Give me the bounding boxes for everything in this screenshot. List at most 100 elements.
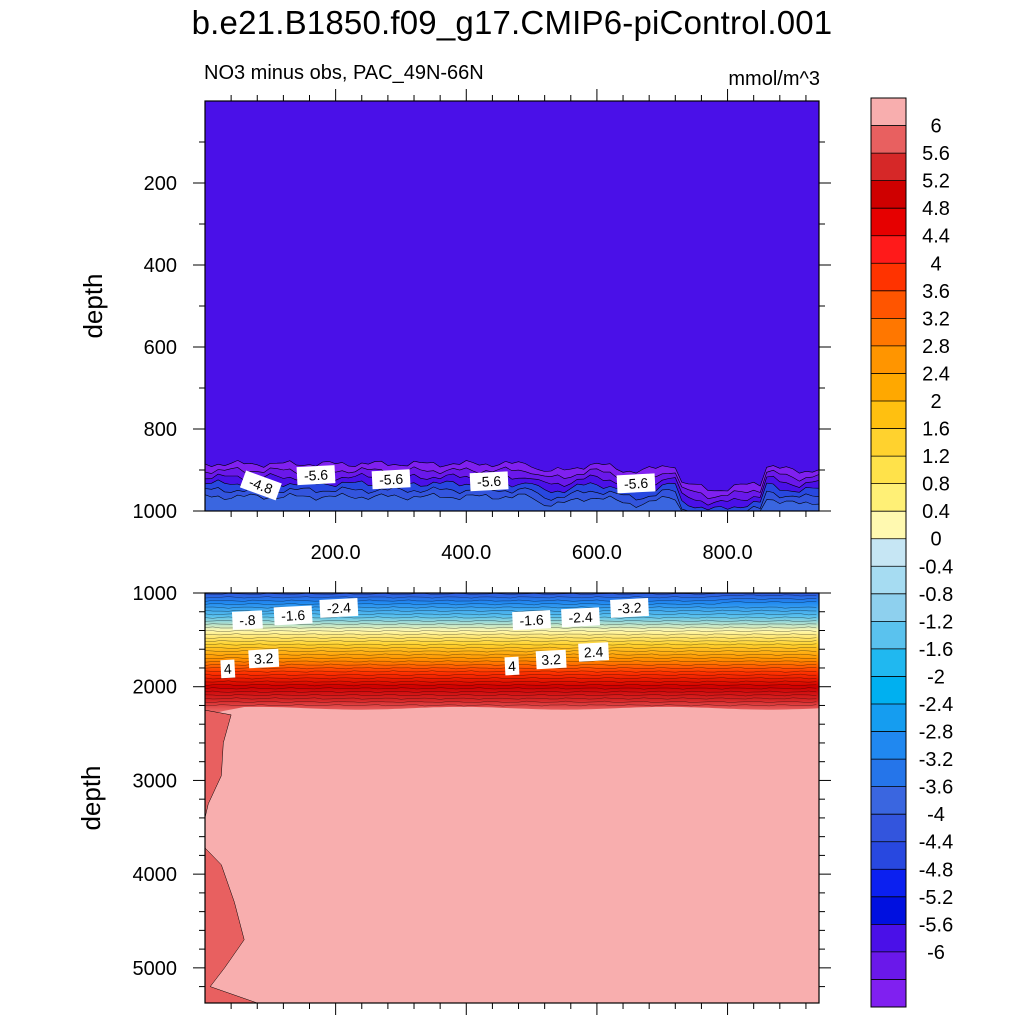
lower-contour-line <box>205 700 817 703</box>
colorbar-swatch <box>871 869 906 898</box>
lower-y-tick-label: 3000 <box>133 770 178 792</box>
colorbar-swatch <box>871 318 906 347</box>
colorbar-frame <box>870 97 907 1008</box>
lower-contour-line <box>205 623 817 626</box>
colorbar-swatch <box>871 979 906 1008</box>
svg-text:-5.6: -5.6 <box>304 467 329 484</box>
colorbar-label: 3.6 <box>922 281 950 303</box>
colorbar-label: -0.8 <box>919 584 953 606</box>
colorbar-label: 6 <box>930 116 941 138</box>
colorbar-swatch <box>871 235 906 264</box>
lower-contour-line <box>205 687 817 690</box>
colorbar-swatch <box>871 593 906 622</box>
colorbar-swatch <box>871 208 906 237</box>
colorbar-label: -2.4 <box>919 694 953 716</box>
lower-frame <box>204 592 820 1004</box>
upper-y-tick-label: 400 <box>144 255 177 277</box>
panel-subtitle-left: NO3 minus obs, PAC_49N-66N <box>204 62 484 84</box>
svg-text:-4.8: -4.8 <box>247 474 275 497</box>
colorbar-label: 5.6 <box>922 143 950 165</box>
svg-text:2.4: 2.4 <box>583 643 603 660</box>
contour-label: -4.8 <box>239 470 282 501</box>
upper-y-tick-label: 800 <box>144 419 177 441</box>
colorbar-label: -2 <box>927 666 945 688</box>
colorbar-label: 0.4 <box>922 501 950 523</box>
colorbar-label: -2.8 <box>919 722 953 744</box>
colorbar-swatch <box>871 511 906 540</box>
colorbar-swatch <box>871 786 906 815</box>
lower-contour-line <box>205 680 817 683</box>
colorbar-swatch <box>871 759 906 788</box>
svg-text:4: 4 <box>223 661 232 677</box>
upper-y-axis-title: depth <box>78 273 108 338</box>
lower-contour-line <box>205 690 817 693</box>
colorbar-label: 4.8 <box>922 198 950 220</box>
colorbar-label: -4 <box>927 804 945 826</box>
colorbar-swatch <box>871 731 906 760</box>
svg-text:-1.6: -1.6 <box>281 607 306 624</box>
lower-y-tick-label: 1000 <box>133 583 178 605</box>
colorbar-swatch <box>871 841 906 870</box>
figure-title: b.e21.B1850.f09_g17.CMIP6-piControl.001 <box>191 4 833 41</box>
upper-field-fill <box>205 101 819 511</box>
lower-contour-line <box>205 697 817 700</box>
lower-contour-line <box>205 704 817 707</box>
colorbar: 6 5.6 5.2 4.8 4.4 4 3.6 3.2 2.8 2.4 2 1.6 1.2 0.8 0.4 0… <box>870 97 953 1008</box>
contour-label: -1.6 <box>512 610 551 631</box>
contour-label: -5.6 <box>371 469 411 490</box>
colorbar-label: 4.4 <box>922 226 950 248</box>
lower-contour-line <box>205 633 817 636</box>
contour-label: 3.2 <box>248 648 280 669</box>
lower-contour-line <box>205 683 817 687</box>
colorbar-swatch <box>871 401 906 429</box>
contour-label: -.8 <box>231 610 263 630</box>
colorbar-swatch <box>871 263 906 292</box>
colorbar-label: -1.2 <box>919 611 953 633</box>
upper-x-tick-label: 800.0 <box>703 542 753 564</box>
lower-y-tick-label: 2000 <box>133 677 178 699</box>
svg-text:-5.6: -5.6 <box>477 473 502 490</box>
contour-label: -3.2 <box>610 597 649 618</box>
colorbar-swatch <box>871 125 906 154</box>
colorbar-swatch <box>871 428 906 457</box>
svg-text:-1.6: -1.6 <box>519 611 544 628</box>
colorbar-swatch <box>871 814 906 843</box>
colorbar-swatch <box>871 153 906 182</box>
upper-y-tick-label: 200 <box>144 173 177 195</box>
contour-label: -5.6 <box>469 471 509 492</box>
svg-text:-2.4: -2.4 <box>326 599 351 616</box>
colorbar-swatch <box>871 896 906 925</box>
colorbar-swatch <box>871 290 906 319</box>
colorbar-label: 3.2 <box>922 308 950 330</box>
lower-contour-line <box>205 643 817 646</box>
colorbar-label: 2.4 <box>922 363 950 385</box>
colorbar-swatch <box>871 483 906 512</box>
colorbar-label: -0.4 <box>919 556 953 578</box>
svg-text:-5.6: -5.6 <box>379 471 404 488</box>
contour-label: 2.4 <box>578 642 610 662</box>
lower-contour-line <box>205 626 817 629</box>
colorbar-label: -3.2 <box>919 749 953 771</box>
colorbar-label: 4 <box>930 253 941 275</box>
contour-label: -2.4 <box>561 607 600 628</box>
contour-label: 3.2 <box>535 649 567 670</box>
upper-x-tick-label: 600.0 <box>572 542 622 564</box>
contour-label: -2.4 <box>319 597 359 618</box>
colorbar-swatch <box>871 924 906 953</box>
lower-contour-line <box>205 629 817 633</box>
lower-contour-line <box>205 594 817 599</box>
colorbar-swatch <box>871 180 906 209</box>
colorbar-label: 2 <box>930 391 941 413</box>
colorbar-swatch <box>871 621 906 650</box>
colorbar-label: -1.6 <box>919 639 953 661</box>
colorbar-swatch <box>871 648 906 677</box>
lower-contour-line <box>205 601 817 606</box>
colorbar-swatch <box>871 345 906 374</box>
lower-side-band <box>205 709 232 818</box>
colorbar-label: 2.8 <box>922 336 950 358</box>
contour-label: -1.6 <box>273 605 313 626</box>
lower-contour-line <box>205 653 817 656</box>
lower-contour-panel: 1000 2000 3000 4000 5000 depth -.8 -1.6 -2.4 -1.6… <box>76 581 831 1015</box>
svg-text:3.2: 3.2 <box>254 650 274 667</box>
